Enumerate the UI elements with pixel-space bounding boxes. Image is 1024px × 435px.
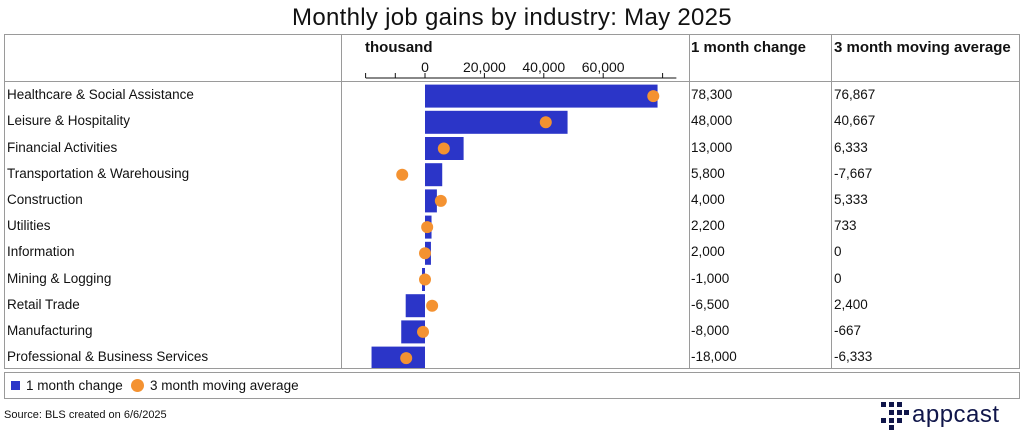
header-divider: [5, 81, 1019, 82]
three-month-value: 76,867: [834, 87, 876, 103]
category-label: Leisure & Hospitality: [7, 113, 131, 129]
one-month-value: 5,800: [691, 165, 725, 181]
category-label: Manufacturing: [7, 322, 93, 338]
three-month-value: -667: [834, 322, 862, 338]
dot-10: [400, 352, 413, 365]
column-header-three-month: 3 month moving average: [834, 39, 1011, 56]
three-month-value: 5,333: [834, 191, 868, 207]
dot-8: [426, 299, 439, 312]
one-month-value: 2,000: [691, 244, 725, 260]
x-tick-label: 0: [421, 59, 429, 75]
category-label: Professional & Business Services: [7, 349, 209, 365]
legend-item-dot: 3 month moving average: [131, 378, 299, 393]
dot-4: [434, 194, 447, 207]
category-label: Utilities: [7, 218, 51, 234]
column-divider: [831, 35, 832, 368]
bar-plot: [365, 73, 677, 368]
column-divider: [689, 35, 690, 368]
dot-1: [539, 116, 552, 129]
x-tick-label: 20,000: [462, 59, 506, 75]
one-month-value: 13,000: [691, 139, 733, 155]
legend-dot-swatch: [131, 379, 144, 392]
category-label: Mining & Logging: [7, 270, 112, 286]
bar-1: [425, 110, 568, 134]
legend-bar-swatch: [11, 381, 20, 390]
three-month-value: 6,333: [834, 139, 868, 155]
three-month-value: -7,667: [834, 165, 873, 181]
three-month-value: 733: [834, 218, 857, 234]
three-month-value: 0: [834, 244, 842, 260]
column-header-one-month: 1 month change: [691, 39, 807, 56]
one-month-value: 48,000: [691, 113, 733, 129]
three-month-value: -6,333: [834, 349, 873, 365]
category-label: Financial Activities: [7, 139, 118, 155]
bar-3: [425, 163, 443, 187]
three-month-value: 40,667: [834, 113, 876, 129]
x-tick-label: 40,000: [522, 59, 566, 75]
appcast-logo-text: appcast: [912, 401, 1000, 428]
legend-item-bar: 1 month change: [11, 378, 123, 393]
dot-6: [419, 247, 431, 260]
one-month-value: 78,300: [691, 87, 733, 103]
category-label: Transportation & Warehousing: [7, 165, 190, 181]
bar-4: [425, 189, 437, 213]
three-month-value: 0: [834, 270, 842, 286]
dot-7: [419, 273, 431, 286]
x-tick-label: 60,000: [581, 59, 625, 75]
bar-0: [425, 84, 658, 108]
legend-dot-label: 3 month moving average: [150, 378, 299, 393]
one-month-value: -6,500: [691, 296, 730, 312]
dot-5: [421, 221, 434, 234]
category-label: Information: [7, 244, 75, 260]
bar-10: [371, 346, 425, 368]
one-month-value: 4,000: [691, 191, 725, 207]
legend: 1 month change 3 month moving average: [4, 372, 1020, 399]
category-label: Retail Trade: [7, 296, 80, 312]
column-divider: [341, 35, 342, 368]
chart-title: Monthly job gains by industry: May 2025: [292, 4, 732, 31]
bar-9: [401, 320, 425, 344]
chart-table: thousand 1 month change 3 month moving a…: [4, 34, 1020, 369]
source-note: Source: BLS created on 6/6/2025: [4, 409, 167, 421]
one-month-value: -8,000: [691, 322, 730, 338]
three-month-value: 2,400: [834, 296, 868, 312]
dot-3: [396, 168, 409, 181]
axis-unit-label: thousand: [365, 39, 433, 56]
dot-2: [437, 142, 450, 155]
one-month-value: -18,000: [691, 349, 737, 365]
one-month-value: 2,200: [691, 218, 725, 234]
dot-9: [417, 325, 430, 338]
appcast-logo-icon: [881, 402, 909, 430]
one-month-value: -1,000: [691, 270, 730, 286]
category-label: Construction: [7, 191, 83, 207]
dot-0: [647, 90, 660, 103]
legend-bar-label: 1 month change: [26, 378, 123, 393]
category-label: Healthcare & Social Assistance: [7, 87, 194, 103]
bar-8: [405, 294, 425, 318]
